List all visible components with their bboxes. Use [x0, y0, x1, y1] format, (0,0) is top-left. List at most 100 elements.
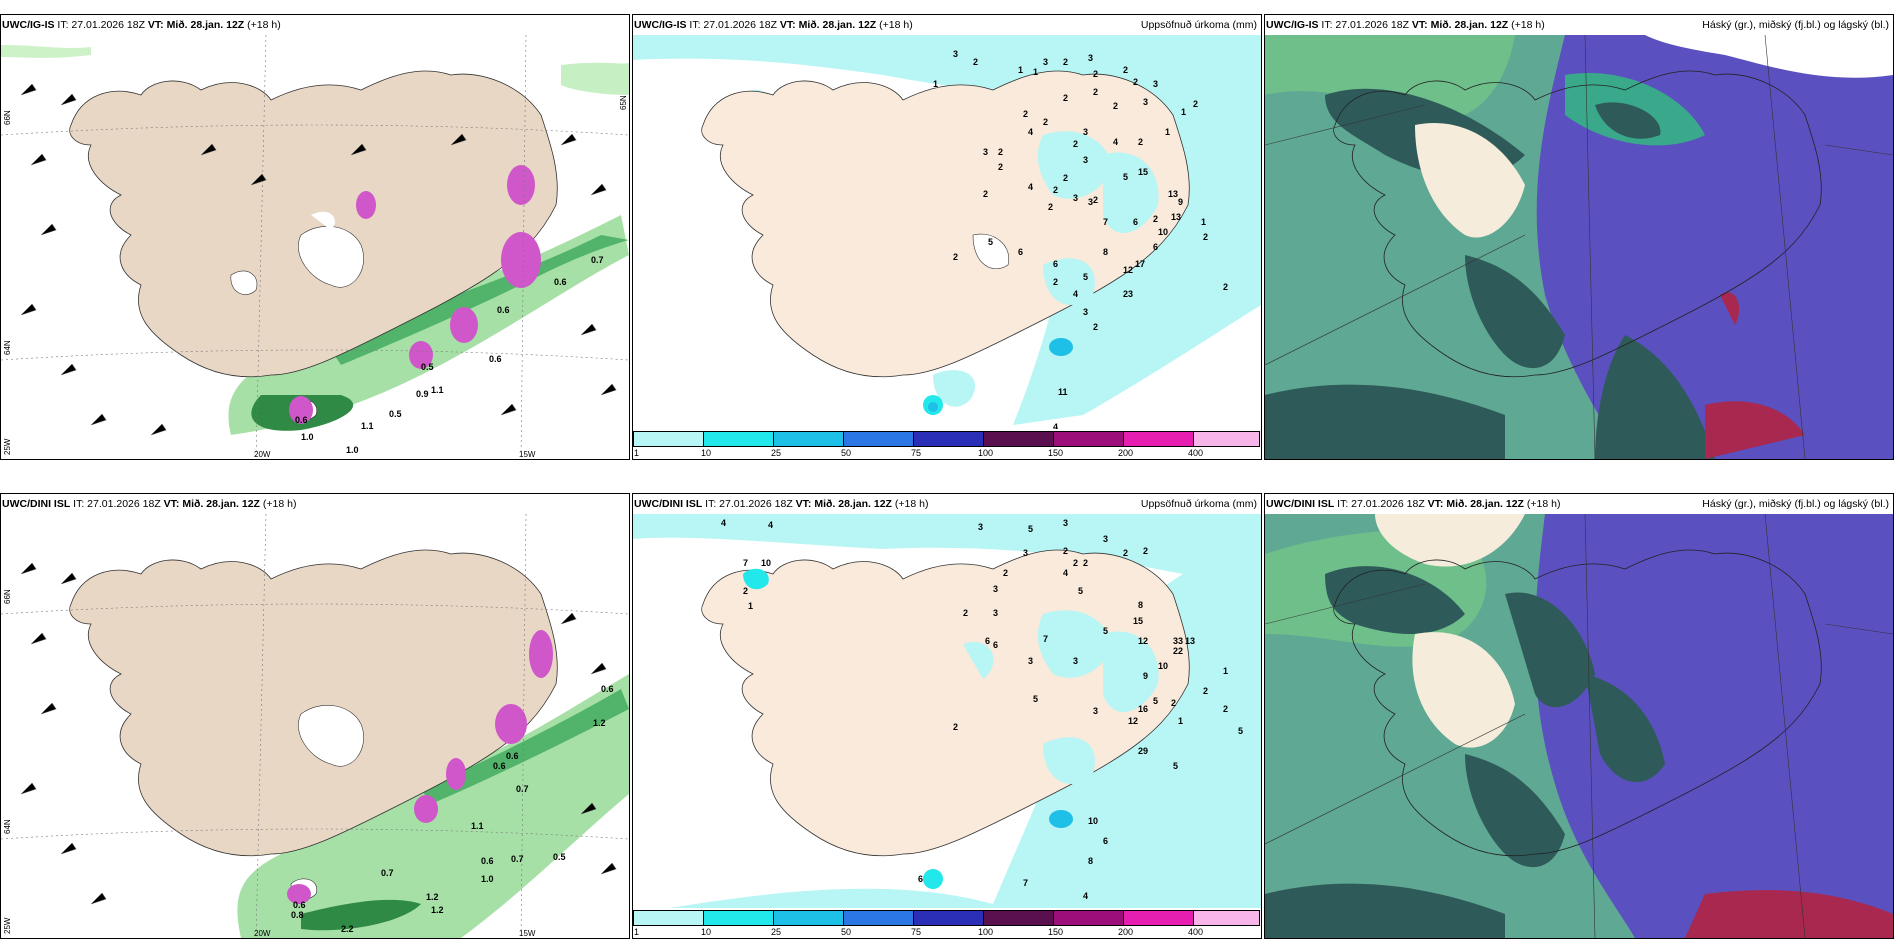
- cb-swatch: [843, 431, 913, 447]
- cb-swatch: [633, 431, 703, 447]
- precip-value: 1: [1165, 127, 1170, 137]
- isoline-label: 0.9: [416, 389, 429, 399]
- precip-value: 12: [1123, 265, 1133, 275]
- precip-value: 5: [1153, 696, 1158, 706]
- init-time: IT: 27.01.2026 18Z: [1321, 19, 1409, 31]
- isoline-label: 0.6: [489, 354, 502, 364]
- precip-value: 2: [1123, 548, 1128, 558]
- isoline-label: 0.5: [553, 852, 566, 862]
- precip-value: 2: [1073, 558, 1078, 568]
- valid-time: VT: Mið. 28.jan. 12Z: [795, 498, 892, 510]
- precip-value: 2: [1043, 117, 1048, 127]
- precip-value: 2: [1223, 282, 1228, 292]
- cb-label: 25: [771, 927, 782, 937]
- precip-value: 2: [1083, 558, 1088, 568]
- map-variable-title: Uppsöfnuð úrkoma (mm): [1140, 19, 1257, 31]
- precip-value: 2: [1003, 568, 1008, 578]
- panel-header: UWC/IG-IS IT: 27.01.2026 18Z VT: Mið. 28…: [1265, 15, 1893, 35]
- panel-dini-wind: UWC/DINI ISL IT: 27.01.2026 18Z VT: Mið.…: [0, 493, 630, 939]
- cb-swatch: [1053, 910, 1123, 926]
- isoline-label: 1.1: [471, 821, 484, 831]
- precip-value: 7: [743, 558, 748, 568]
- isoline-label: 0.6: [506, 751, 519, 761]
- lat-tick-label: 66N: [3, 110, 12, 125]
- cb-swatch: [703, 910, 773, 926]
- precip-value: 3: [1088, 197, 1093, 207]
- cb-swatch: [913, 431, 983, 447]
- cb-swatch: [843, 910, 913, 926]
- precip-value: 5: [1238, 726, 1243, 736]
- precip-value: 3: [1093, 706, 1098, 716]
- lon-tick-label: 20W: [254, 929, 271, 938]
- lat-tick-label: 65N: [619, 95, 628, 110]
- model-name: UWC/IG-IS: [634, 19, 687, 31]
- precip-value: 6: [1133, 217, 1138, 227]
- isoline-label: 0.5: [421, 362, 434, 372]
- model-name: UWC/DINI ISL: [634, 498, 703, 510]
- precip-value: 4: [1113, 137, 1118, 147]
- precip-value: 5: [1173, 761, 1178, 771]
- cb-label: 50: [841, 448, 852, 458]
- precip-value: 2: [963, 608, 968, 618]
- precip-colorbar: 1 10 25 50 75 100 150 200 400: [633, 429, 1261, 459]
- cb-swatch: [773, 431, 843, 447]
- precip-value: 3: [1083, 127, 1088, 137]
- iceland-coast: [1333, 70, 1822, 378]
- precip-value: 33: [1173, 636, 1183, 646]
- wind-precip-map: 0.7 0.6 0.6 0.5 0.9 1.1 1.0 1.0 1.1 0.6 …: [1, 35, 629, 459]
- precip-value: 4: [1028, 127, 1033, 137]
- precip-value: 2: [1171, 698, 1176, 708]
- isoline-label: 1.1: [361, 421, 374, 431]
- precip-value: 4: [721, 518, 726, 528]
- precip-value: 8: [1088, 856, 1093, 866]
- precip-value: 3: [1083, 155, 1088, 165]
- precip-value: 13: [1171, 212, 1181, 222]
- precip-value: 4: [1028, 182, 1033, 192]
- precip-value: 4: [1083, 891, 1088, 901]
- lead-time: (+18 h): [262, 498, 297, 510]
- precip-value: 1: [748, 601, 753, 611]
- precip-value: 13: [1185, 636, 1195, 646]
- precip-value: 9: [1143, 671, 1148, 681]
- cb-label: 100: [978, 927, 994, 937]
- precip-value: 10: [761, 558, 771, 568]
- panel-header: UWC/IG-IS IT: 27.01.2026 18Z VT: Mið. 28…: [633, 15, 1261, 35]
- precip-value: 3: [1028, 656, 1033, 666]
- lon-tick-label: 15W: [519, 929, 536, 938]
- precip-value: 12: [1128, 716, 1138, 726]
- precip-value: 7: [1103, 217, 1108, 227]
- precip-value: 12: [1138, 636, 1148, 646]
- precip-value: 2: [1223, 704, 1228, 714]
- panel-header: UWC/DINI ISL IT: 27.01.2026 18Z VT: Mið.…: [1265, 494, 1893, 514]
- precip-value: 2: [1063, 546, 1068, 556]
- precip-value: 3: [953, 49, 958, 59]
- map-variable-title: Háský (gr.), miðský (fj.bl.) og lágský (…: [1702, 498, 1889, 510]
- precip-value: 1: [1018, 65, 1023, 75]
- precip-value: 2: [1053, 277, 1058, 287]
- precip-value: 2: [953, 722, 958, 732]
- lon-tick-label: 15W: [519, 450, 536, 459]
- isoline-label: 0.7: [511, 854, 524, 864]
- init-time: IT: 27.01.2026 18Z: [57, 19, 145, 31]
- cb-label: 150: [1048, 448, 1064, 458]
- precip-value: 2: [1048, 202, 1053, 212]
- isoline-label: 0.6: [493, 761, 506, 771]
- cb-label: 1: [634, 927, 640, 937]
- precip-value: 2: [1063, 173, 1068, 183]
- precip-value: 10: [1088, 816, 1098, 826]
- precip-value: 4: [1073, 289, 1078, 299]
- precip-value: 5: [1028, 524, 1033, 534]
- precip-value: 2: [998, 162, 1003, 172]
- precip-value: 3: [1063, 518, 1068, 528]
- cb-label: 200: [1118, 448, 1134, 458]
- cb-label: 75: [911, 448, 922, 458]
- isoline-label: 0.6: [554, 277, 567, 287]
- precip-value: 6: [985, 636, 990, 646]
- precip-value: 2: [1093, 87, 1098, 97]
- isoline-label: 0.7: [591, 255, 604, 265]
- precip-value: 10: [1158, 661, 1168, 671]
- precip-band: [561, 62, 629, 95]
- precip-value: 5: [1078, 586, 1083, 596]
- panel-header: UWC/DINI ISL IT: 27.01.2026 18Z VT: Mið.…: [1, 494, 629, 514]
- precip-value: 3: [983, 147, 988, 157]
